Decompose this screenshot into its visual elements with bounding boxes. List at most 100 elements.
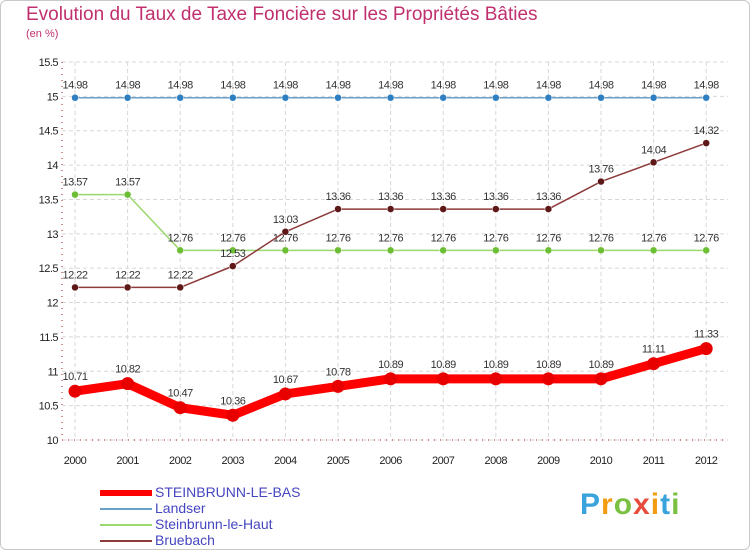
y-tick-label: 15 bbox=[47, 91, 59, 103]
data-label-steinbrunn-le-bas: 10.89 bbox=[378, 359, 403, 371]
logo-letter: P bbox=[580, 488, 602, 521]
data-label-bruebach: 13.36 bbox=[378, 191, 403, 203]
data-point-steinbrunn-le-haut bbox=[386, 246, 395, 255]
data-label-bruebach: 13.03 bbox=[273, 214, 298, 226]
y-tick-label: 11 bbox=[48, 366, 59, 378]
legend-swatch-bruebach bbox=[100, 540, 152, 542]
data-point-bruebach bbox=[71, 283, 79, 292]
data-point-bruebach bbox=[334, 205, 342, 213]
logo-letter: o bbox=[613, 488, 634, 521]
data-label-bruebach: 12.53 bbox=[220, 248, 245, 260]
data-label-bruebach: 14.32 bbox=[694, 125, 719, 137]
data-point-steinbrunn-le-haut bbox=[597, 246, 605, 255]
data-point-landser bbox=[229, 93, 237, 102]
y-tick-label: 12 bbox=[47, 298, 59, 310]
data-point-steinbrunn-le-bas bbox=[331, 379, 345, 393]
data-point-landser bbox=[334, 93, 342, 102]
data-point-landser bbox=[492, 93, 500, 102]
data-point-steinbrunn-le-haut bbox=[649, 246, 658, 255]
data-label-steinbrunn-le-bas: 10.89 bbox=[431, 359, 456, 371]
x-tick-label: 2003 bbox=[222, 455, 245, 467]
x-tick-label: 2007 bbox=[432, 455, 455, 467]
data-label-landser: 14.98 bbox=[378, 80, 403, 92]
y-tick-label: 11.5 bbox=[39, 332, 58, 344]
data-label-steinbrunn-le-haut: 12.76 bbox=[641, 232, 666, 244]
data-point-landser bbox=[702, 93, 710, 102]
x-tick-label: 2009 bbox=[537, 455, 560, 467]
data-point-steinbrunn-le-bas bbox=[278, 387, 292, 401]
data-point-landser bbox=[439, 93, 447, 102]
data-label-steinbrunn-le-bas: 10.78 bbox=[325, 366, 350, 378]
data-label-steinbrunn-le-haut: 12.76 bbox=[220, 232, 245, 244]
data-label-steinbrunn-le-haut: 12.76 bbox=[378, 232, 403, 244]
data-point-bruebach bbox=[597, 177, 605, 186]
data-point-steinbrunn-le-bas bbox=[173, 401, 187, 415]
x-tick-label: 2012 bbox=[695, 455, 718, 467]
data-point-steinbrunn-le-haut bbox=[439, 246, 447, 255]
data-label-landser: 14.98 bbox=[273, 80, 298, 92]
legend-swatch-steinbrunn-le-bas bbox=[100, 490, 152, 496]
data-point-bruebach bbox=[229, 262, 237, 270]
legend-swatch-steinbrunn-le-haut bbox=[100, 524, 152, 526]
data-point-steinbrunn-le-bas bbox=[68, 384, 82, 398]
logo-letter: i bbox=[650, 488, 661, 521]
data-point-steinbrunn-le-haut bbox=[123, 190, 132, 199]
data-label-steinbrunn-le-bas: 10.89 bbox=[536, 359, 561, 371]
data-label-steinbrunn-le-bas: 10.89 bbox=[483, 359, 508, 371]
data-label-landser: 14.98 bbox=[220, 80, 245, 92]
data-label-landser: 14.98 bbox=[115, 80, 140, 92]
data-point-bruebach bbox=[176, 283, 184, 292]
data-point-steinbrunn-le-bas bbox=[541, 372, 555, 386]
data-label-steinbrunn-le-haut: 12.76 bbox=[536, 232, 561, 244]
data-label-bruebach: 12.22 bbox=[62, 269, 87, 281]
data-label-bruebach: 12.22 bbox=[115, 269, 140, 281]
data-point-bruebach bbox=[386, 205, 395, 213]
data-point-landser bbox=[386, 93, 395, 102]
data-label-bruebach: 13.36 bbox=[483, 191, 508, 203]
data-point-steinbrunn-le-bas bbox=[436, 372, 450, 386]
data-label-steinbrunn-le-haut: 12.76 bbox=[168, 232, 193, 244]
logo-letter: x bbox=[633, 488, 651, 521]
data-label-bruebach: 13.76 bbox=[588, 164, 613, 176]
data-point-steinbrunn-le-bas bbox=[699, 342, 713, 356]
data-point-steinbrunn-le-bas bbox=[647, 357, 661, 371]
data-label-landser: 14.98 bbox=[325, 80, 350, 92]
x-tick-label: 2002 bbox=[169, 455, 192, 467]
legend-label-steinbrunn-le-haut: Steinbrunn-le-Haut bbox=[155, 516, 273, 532]
data-label-landser: 14.98 bbox=[694, 80, 719, 92]
y-tick-label: 12.5 bbox=[39, 263, 59, 275]
data-label-steinbrunn-le-bas: 11.11 bbox=[642, 344, 666, 356]
y-tick-label: 13.5 bbox=[39, 194, 59, 206]
data-point-bruebach bbox=[123, 283, 132, 292]
data-label-steinbrunn-le-haut: 12.76 bbox=[588, 232, 613, 244]
data-point-steinbrunn-le-bas bbox=[226, 408, 240, 422]
data-point-landser bbox=[123, 93, 132, 102]
data-label-landser: 14.98 bbox=[588, 80, 613, 92]
data-point-steinbrunn-le-haut bbox=[492, 246, 500, 255]
x-tick-label: 2004 bbox=[274, 455, 297, 467]
data-point-landser bbox=[544, 93, 553, 102]
data-point-steinbrunn-le-haut bbox=[281, 246, 290, 255]
data-point-bruebach bbox=[281, 228, 290, 236]
data-label-steinbrunn-le-haut: 12.76 bbox=[694, 232, 719, 244]
y-tick-label: 14 bbox=[47, 160, 59, 172]
data-label-steinbrunn-le-bas: 10.67 bbox=[273, 374, 298, 386]
data-label-landser: 14.98 bbox=[62, 80, 87, 92]
x-tick-label: 2001 bbox=[116, 455, 139, 467]
legend-label-landser: Landser bbox=[155, 500, 206, 516]
data-point-bruebach bbox=[702, 139, 710, 147]
data-label-bruebach: 14.04 bbox=[641, 144, 666, 156]
chart-title: Evolution du Taux de Taxe Foncière sur l… bbox=[26, 4, 538, 25]
data-point-bruebach bbox=[544, 205, 553, 213]
data-point-landser bbox=[71, 93, 79, 102]
y-tick-label: 10.5 bbox=[39, 401, 59, 413]
data-point-steinbrunn-le-bas bbox=[384, 372, 398, 386]
y-tick-label: 14.5 bbox=[39, 126, 59, 138]
legend-label-bruebach: Bruebach bbox=[155, 532, 215, 548]
legend-swatch-landser bbox=[100, 508, 152, 510]
x-tick-label: 2000 bbox=[64, 455, 87, 467]
data-point-steinbrunn-le-bas bbox=[489, 372, 503, 386]
data-point-bruebach bbox=[492, 205, 500, 213]
